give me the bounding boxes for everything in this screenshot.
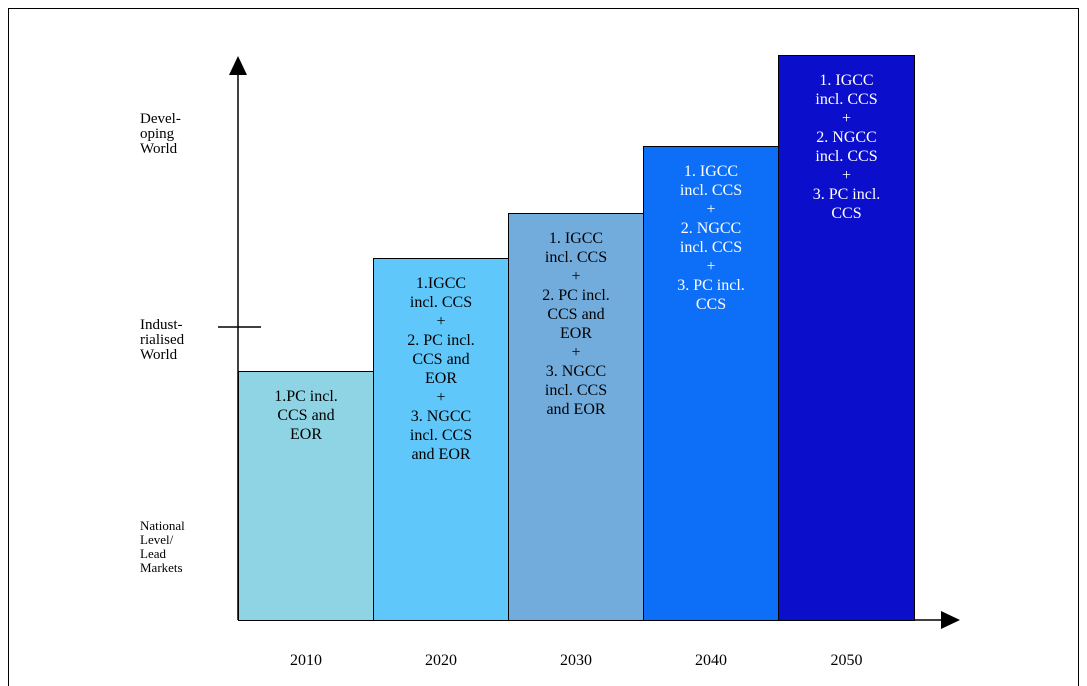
x-axis-arrow: [941, 611, 960, 629]
step-text-line: EOR: [425, 370, 457, 387]
step-text-line: incl. CCS: [679, 182, 743, 199]
step-text-line: incl. CCS: [544, 382, 608, 399]
y-axis-arrow: [229, 56, 247, 75]
step-text-line: EOR: [290, 426, 322, 443]
step-text-line: 2. PC incl.: [407, 332, 475, 349]
step-text-line: incl. CCS: [409, 294, 473, 311]
step-text-line: and EOR: [546, 401, 606, 418]
step-text-line: 1. IGCC: [683, 163, 739, 180]
step-text-line: and EOR: [411, 446, 471, 463]
step-text-line: +: [841, 167, 852, 184]
step-text-line: incl. CCS: [815, 148, 878, 165]
step-text-line: 1.IGCC: [415, 275, 467, 292]
step-text-line: 3. NGCC: [410, 408, 472, 425]
step-text-line: CCS and: [547, 306, 605, 323]
step-text-line: 1.PC incl.: [274, 388, 338, 405]
step-text-line: incl. CCS: [409, 427, 473, 444]
y-label-industrialised-world: Indust- rialised World: [140, 318, 184, 363]
step-text-line: incl. CCS: [679, 239, 743, 256]
x-tick-label: 2030: [560, 652, 592, 669]
step-text-line: 1. IGCC: [548, 230, 604, 247]
step-text-line: +: [706, 258, 716, 275]
step-2020: 1.IGCC incl. CCS +2. PC incl. CCS and EOR +3.…: [373, 258, 509, 621]
step-text-line: +: [841, 110, 852, 127]
step-2030: 1. IGCC incl. CCS +2. PC incl. CCS and EOR +3…: [508, 213, 644, 621]
step-text-line: +: [571, 268, 581, 285]
y-label-text: National Level/ Lead Markets: [140, 518, 185, 575]
step-text-line: 2. PC incl.: [542, 287, 610, 304]
y-label-developing-world: Devel- oping World: [140, 112, 181, 157]
step-text-line: CCS and: [277, 407, 335, 424]
step-2050: 1. IGCC incl. CCS +2. NGCC incl. CCS +3. PC …: [778, 55, 915, 621]
step-text-line: 2. NGCC: [680, 220, 742, 237]
step-text-line: incl. CCS: [815, 91, 878, 108]
step-text-line: +: [436, 389, 446, 406]
step-2040: 1. IGCC incl. CCS +2. NGCC incl. CCS +3. PC …: [643, 146, 779, 621]
x-tick-label: 2010: [290, 652, 322, 669]
y-label-text: Devel- oping World: [140, 111, 181, 157]
step-text-line: +: [706, 201, 716, 218]
x-tick-label: 2040: [695, 652, 727, 669]
step-text-line: 1. IGCC: [819, 72, 874, 89]
figure-frame: [8, 8, 1079, 686]
step-text-line: 3. PC incl.: [677, 277, 745, 294]
y-label-national-level: National Level/ Lead Markets: [140, 519, 185, 575]
step-text-line: +: [436, 313, 446, 330]
x-tick-label: 2050: [830, 652, 863, 669]
step-text-line: 2. NGCC: [816, 129, 877, 146]
step-text-line: incl. CCS: [544, 249, 608, 266]
step-text-line: +: [571, 344, 581, 361]
step-2010: 1.PC incl. CCS and EOR: [238, 371, 374, 621]
step-text-line: 3. PC incl.: [812, 186, 881, 203]
y-label-text: Indust- rialised World: [140, 317, 185, 363]
x-tick-label: 2020: [425, 652, 457, 669]
step-text-line: CCS: [831, 205, 862, 222]
step-text-line: 3. NGCC: [545, 363, 607, 380]
step-text-line: CCS and: [412, 351, 470, 368]
step-text-line: EOR: [560, 325, 592, 342]
step-text-line: CCS: [695, 296, 727, 313]
